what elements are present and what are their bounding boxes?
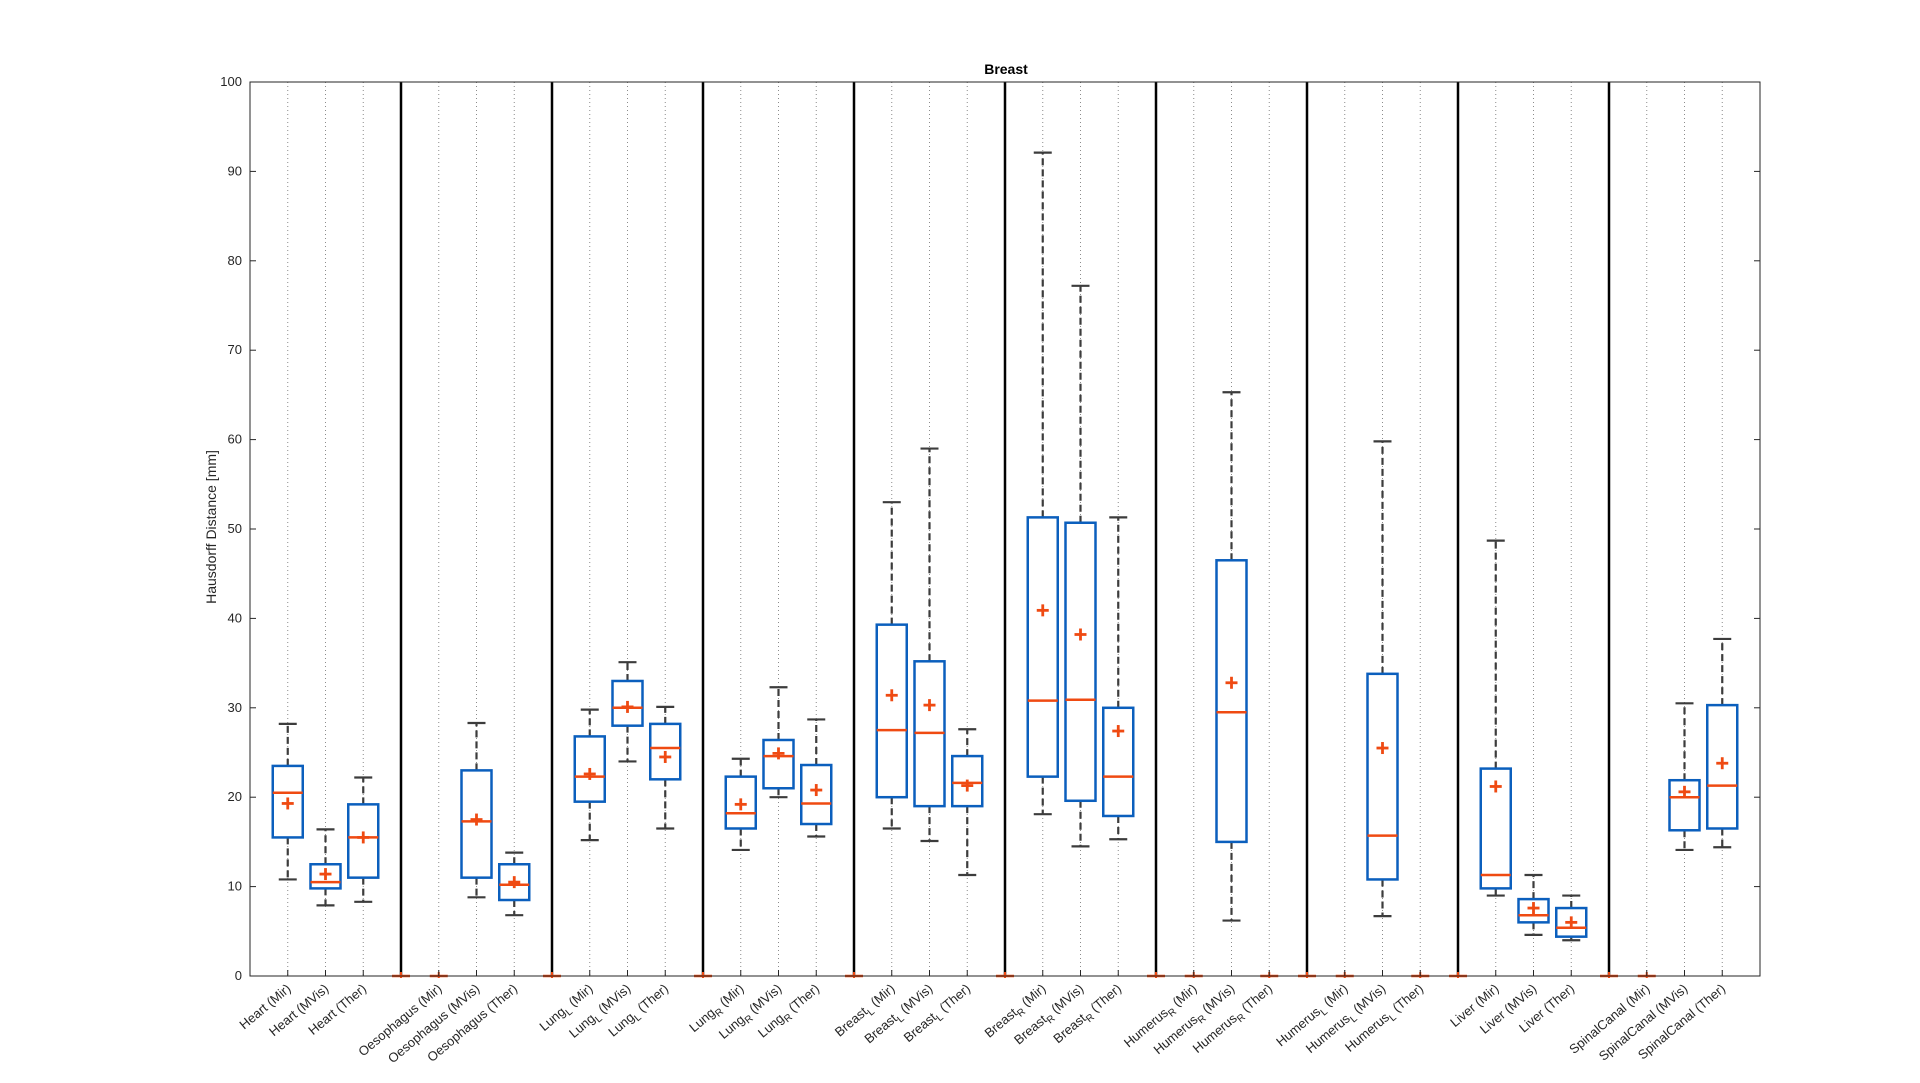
y-tick-label: 50 <box>228 521 242 536</box>
y-axis-label: Hausdorff Distance [mm] <box>203 450 219 604</box>
boxes-layer <box>271 151 1739 942</box>
x-label-subscript: L <box>593 1013 605 1025</box>
box-9 <box>611 661 644 763</box>
box-0 <box>271 722 304 881</box>
box-8 <box>573 708 606 842</box>
x-label-subscript: L <box>866 1006 878 1018</box>
iqr-box <box>1706 703 1739 830</box>
box-18 <box>951 728 984 877</box>
box-34 <box>1555 894 1588 942</box>
box-6 <box>498 851 531 917</box>
y-tick-label: 30 <box>228 700 242 715</box>
box-12 <box>724 757 757 852</box>
y-tick-label: 20 <box>228 789 242 804</box>
x-label-subscript: L <box>935 1012 947 1024</box>
y-tick-label: 60 <box>228 432 242 447</box>
box-14 <box>800 718 833 838</box>
iqr-box <box>1215 559 1248 844</box>
box-17 <box>913 447 946 843</box>
box-25 <box>1215 391 1248 922</box>
box-20 <box>1026 151 1059 816</box>
iqr-box <box>1064 521 1097 803</box>
iqr-box <box>762 738 795 790</box>
y-tick-label: 90 <box>228 163 242 178</box>
box-29 <box>1366 440 1399 918</box>
y-tick-label: 80 <box>228 253 242 268</box>
y-tick-label: 10 <box>228 879 242 894</box>
chart-title: Breast <box>984 61 1028 77</box>
x-label-subscript: L <box>1319 1006 1331 1018</box>
box-22 <box>1102 516 1135 841</box>
y-axis: 0 10 20 30 40 50 60 70 80 90 100 <box>220 74 1760 983</box>
iqr-box <box>1102 706 1135 818</box>
y-tick-label: 70 <box>228 342 242 357</box>
iqr-box <box>1026 516 1059 778</box>
x-label-subscript: L <box>633 1012 645 1024</box>
x-label-subscript: L <box>895 1013 907 1025</box>
box-38 <box>1706 637 1739 849</box>
x-label-subscript: L <box>1348 1013 1360 1025</box>
y-tick-label: 0 <box>235 968 242 983</box>
iqr-box <box>1366 672 1399 881</box>
box-16 <box>875 501 908 830</box>
y-tick-label: 100 <box>220 74 242 89</box>
box-10 <box>649 705 682 830</box>
plot-area-frame <box>249 81 1761 977</box>
box-21 <box>1064 284 1097 848</box>
box-5 <box>460 721 493 899</box>
x-label-subscript: L <box>1388 1012 1400 1024</box>
box-33 <box>1517 873 1550 936</box>
box-32 <box>1479 539 1512 897</box>
group-separators <box>399 82 1611 976</box>
box-1 <box>309 828 342 907</box>
iqr-box <box>347 803 380 879</box>
box-2 <box>347 776 380 903</box>
x-label-subscript: L <box>564 1006 576 1018</box>
iqr-box <box>875 623 908 799</box>
box-37 <box>1668 702 1701 852</box>
box-13 <box>762 686 795 799</box>
y-tick-label: 40 <box>228 610 242 625</box>
iqr-box <box>1479 767 1512 890</box>
